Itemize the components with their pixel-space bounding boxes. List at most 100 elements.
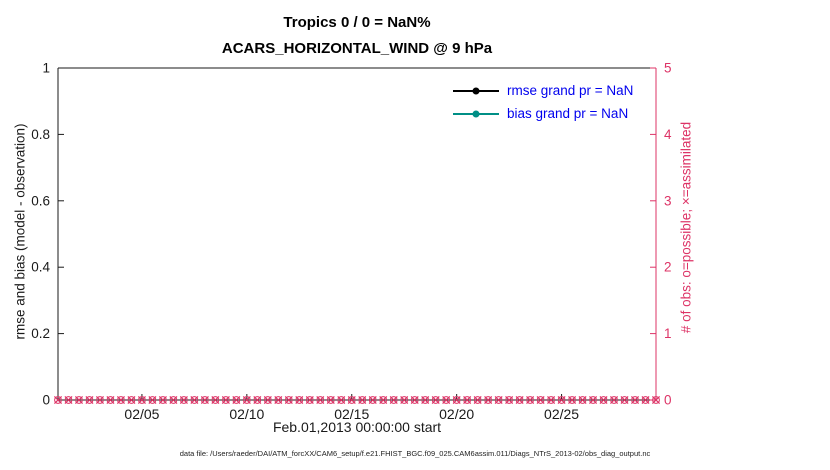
obs-assimilated-marker xyxy=(463,395,472,405)
legend-label-rmse: rmse grand pr = NaN xyxy=(507,83,634,98)
obs-assimilated-marker xyxy=(547,395,556,405)
obs-assimilated-marker xyxy=(389,395,398,405)
obs-assimilated-marker xyxy=(253,395,262,405)
obs-assimilated-marker xyxy=(379,395,388,405)
legend-label-bias: bias grand pr = NaN xyxy=(507,106,629,121)
obs-assimilated-marker xyxy=(284,395,293,405)
obs-possible-marker xyxy=(599,396,608,404)
obs-possible-marker xyxy=(54,396,62,404)
obs-assimilated-marker xyxy=(557,395,566,405)
obs-assimilated-marker xyxy=(536,395,545,405)
obs-assimilated-marker xyxy=(316,395,325,405)
obs-assimilated-marker xyxy=(95,395,104,405)
obs-assimilated-marker xyxy=(494,395,503,405)
obs-assimilated-marker xyxy=(526,395,535,405)
rmse-marker-dot xyxy=(472,87,480,94)
obs-possible-marker xyxy=(442,396,451,404)
obs-assimilated-marker xyxy=(116,395,125,405)
bias-marker-dot xyxy=(472,110,480,117)
obs-assimilated-marker xyxy=(641,395,650,405)
obs-assimilated-marker xyxy=(74,395,84,405)
obs-possible-marker xyxy=(526,396,535,404)
left-axis-tick-label: 0 xyxy=(42,393,50,408)
obs-possible-marker xyxy=(138,396,146,404)
obs-possible-marker xyxy=(568,396,576,404)
obs-possible-marker xyxy=(368,396,377,404)
obs-possible-marker xyxy=(389,396,398,404)
obs-assimilated-marker xyxy=(127,395,136,405)
x-axis-tick-label: 02/20 xyxy=(439,406,474,422)
left-axis-tick-label: 0.8 xyxy=(31,127,50,142)
obs-possible-marker xyxy=(484,396,493,404)
right-axis-tick-label: 4 xyxy=(664,127,672,142)
obs-possible-marker xyxy=(620,396,629,404)
obs-possible-marker xyxy=(515,396,524,404)
obs-assimilated-marker xyxy=(232,395,241,405)
obs-possible-marker xyxy=(106,396,115,404)
obs-assimilated-marker xyxy=(211,395,220,405)
obs-possible-marker xyxy=(547,396,555,404)
obs-possible-marker xyxy=(494,396,503,404)
obs-possible-marker xyxy=(200,396,209,404)
obs-assimilated-marker xyxy=(347,395,356,405)
obs-assimilated-marker xyxy=(326,395,335,405)
obs-possible-marker xyxy=(169,396,178,404)
obs-possible-marker xyxy=(631,396,639,404)
obs-possible-marker xyxy=(316,396,325,404)
obs-possible-marker xyxy=(410,396,419,404)
obs-possible-marker xyxy=(473,396,482,404)
obs-possible-marker xyxy=(641,396,650,404)
obs-possible-marker xyxy=(358,396,367,404)
obs-possible-marker xyxy=(421,396,430,404)
obs-assimilated-marker xyxy=(515,395,524,405)
obs-possible-marker xyxy=(326,396,335,404)
obs-assimilated-marker xyxy=(85,395,94,405)
obs-assimilated-marker xyxy=(431,395,440,405)
obs-assimilated-marker xyxy=(589,395,598,405)
obs-possible-marker xyxy=(127,396,136,404)
obs-assimilated-marker xyxy=(442,395,451,405)
data-file-footnote: data file: /Users/raeder/DAI/ATM_forcXX/… xyxy=(179,449,651,458)
right-axis-tick-label: 1 xyxy=(664,326,672,341)
obs-possible-marker xyxy=(253,396,262,404)
obs-assimilated-marker xyxy=(337,395,346,405)
obs-possible-marker xyxy=(148,396,157,404)
obs-assimilated-marker xyxy=(137,395,146,405)
obs-possible-marker xyxy=(652,396,660,404)
x-axis-tick-label: 02/10 xyxy=(229,406,264,422)
obs-possible-marker xyxy=(75,396,83,404)
obs-possible-marker xyxy=(274,396,283,404)
obs-assimilated-marker xyxy=(169,395,178,405)
x-axis-tick-label: 02/05 xyxy=(124,406,159,422)
x-axis-tick-label: 02/15 xyxy=(334,406,369,422)
obs-assimilated-marker xyxy=(295,395,304,405)
obs-assimilated-marker xyxy=(148,395,157,405)
obs-assimilated-marker xyxy=(263,395,272,405)
obs-possible-marker xyxy=(284,396,293,404)
obs-assimilated-marker xyxy=(484,395,493,405)
obs-assimilated-marker xyxy=(358,395,367,405)
rmse-line-marker xyxy=(453,87,499,94)
obs-assimilated-marker xyxy=(620,395,629,405)
obs-possible-marker xyxy=(379,396,388,404)
obs-assimilated-marker xyxy=(505,395,514,405)
right-axis-tick-label: 0 xyxy=(664,393,672,408)
obs-possible-marker xyxy=(96,396,104,404)
obs-possible-marker xyxy=(263,396,272,404)
obs-possible-marker xyxy=(85,396,94,404)
legend-item-rmse: rmse grand pr = NaN xyxy=(452,79,633,102)
obs-possible-marker xyxy=(557,396,566,404)
obs-possible-marker xyxy=(242,396,251,404)
obs-possible-marker xyxy=(295,396,304,404)
obs-assimilated-marker xyxy=(274,395,283,405)
obs-assimilated-marker xyxy=(106,395,115,405)
obs-possible-marker xyxy=(347,396,356,404)
obs-possible-marker xyxy=(400,396,409,404)
x-axis-tick-label: 02/25 xyxy=(544,406,579,422)
obs-possible-marker xyxy=(179,396,188,404)
obs-assimilated-marker xyxy=(368,395,377,405)
obs-assimilated-marker xyxy=(410,395,419,405)
obs-assimilated-marker xyxy=(53,395,63,405)
obs-assimilated-marker xyxy=(452,395,461,405)
